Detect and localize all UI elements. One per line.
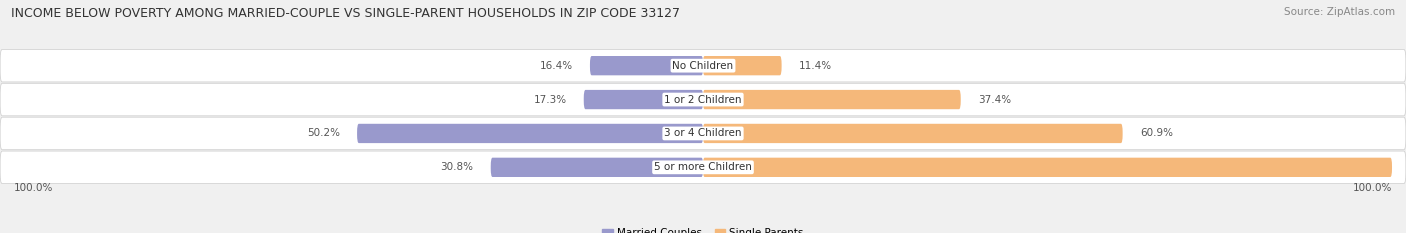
FancyBboxPatch shape: [0, 83, 1406, 116]
Text: INCOME BELOW POVERTY AMONG MARRIED-COUPLE VS SINGLE-PARENT HOUSEHOLDS IN ZIP COD: INCOME BELOW POVERTY AMONG MARRIED-COUPL…: [11, 7, 681, 20]
FancyBboxPatch shape: [703, 158, 1392, 177]
Text: 60.9%: 60.9%: [1140, 128, 1173, 138]
Legend: Married Couples, Single Parents: Married Couples, Single Parents: [599, 224, 807, 233]
Text: 5 or more Children: 5 or more Children: [654, 162, 752, 172]
FancyBboxPatch shape: [357, 124, 703, 143]
FancyBboxPatch shape: [703, 124, 1122, 143]
Text: 37.4%: 37.4%: [979, 95, 1011, 105]
Text: Source: ZipAtlas.com: Source: ZipAtlas.com: [1284, 7, 1395, 17]
Text: 100.0%: 100.0%: [14, 183, 53, 193]
FancyBboxPatch shape: [703, 56, 782, 75]
FancyBboxPatch shape: [0, 151, 1406, 184]
Text: 1 or 2 Children: 1 or 2 Children: [664, 95, 742, 105]
FancyBboxPatch shape: [491, 158, 703, 177]
Text: 100.0%: 100.0%: [1353, 183, 1392, 193]
Text: 3 or 4 Children: 3 or 4 Children: [664, 128, 742, 138]
Text: 17.3%: 17.3%: [533, 95, 567, 105]
FancyBboxPatch shape: [703, 90, 960, 109]
Text: 16.4%: 16.4%: [540, 61, 572, 71]
FancyBboxPatch shape: [0, 117, 1406, 150]
FancyBboxPatch shape: [591, 56, 703, 75]
Text: 11.4%: 11.4%: [799, 61, 832, 71]
FancyBboxPatch shape: [583, 90, 703, 109]
FancyBboxPatch shape: [0, 49, 1406, 82]
Text: 30.8%: 30.8%: [440, 162, 474, 172]
Text: 50.2%: 50.2%: [307, 128, 340, 138]
Text: No Children: No Children: [672, 61, 734, 71]
